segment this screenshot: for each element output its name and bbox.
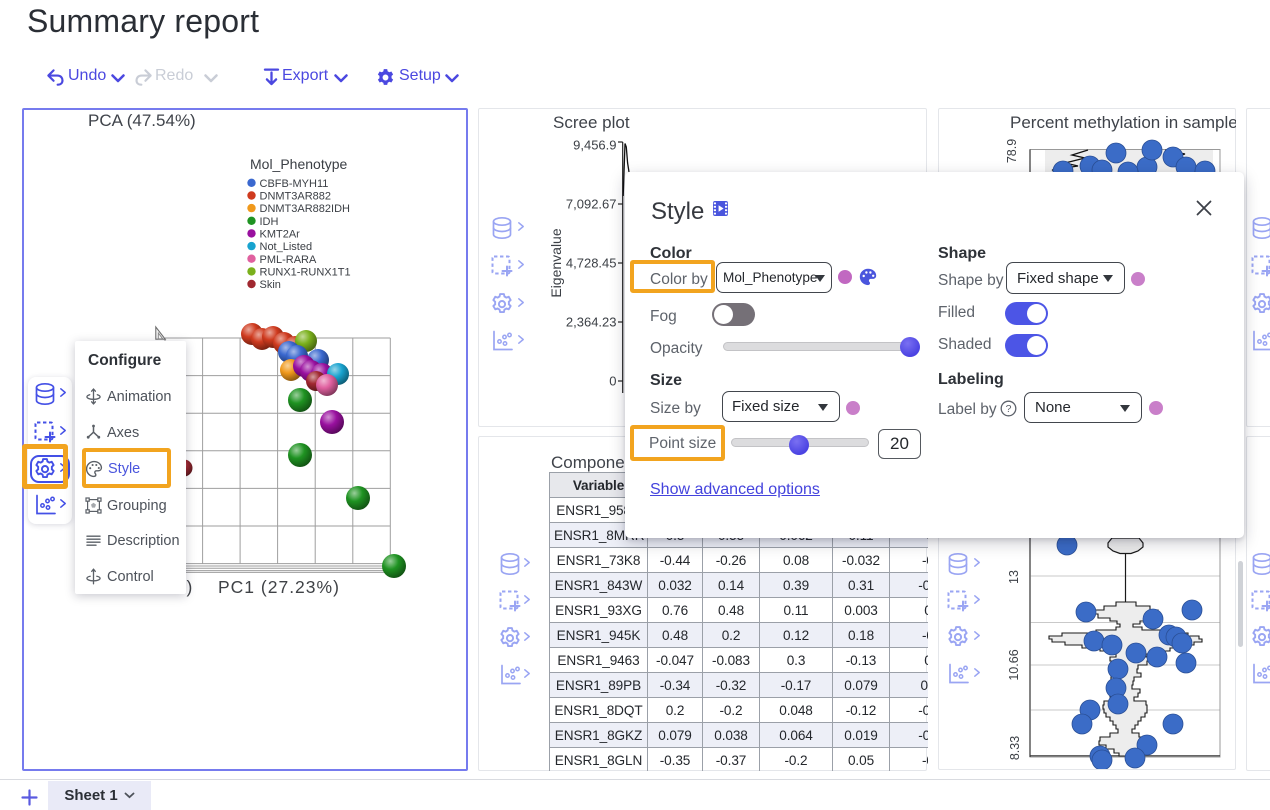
svg-text:?: ?: [1006, 403, 1012, 415]
